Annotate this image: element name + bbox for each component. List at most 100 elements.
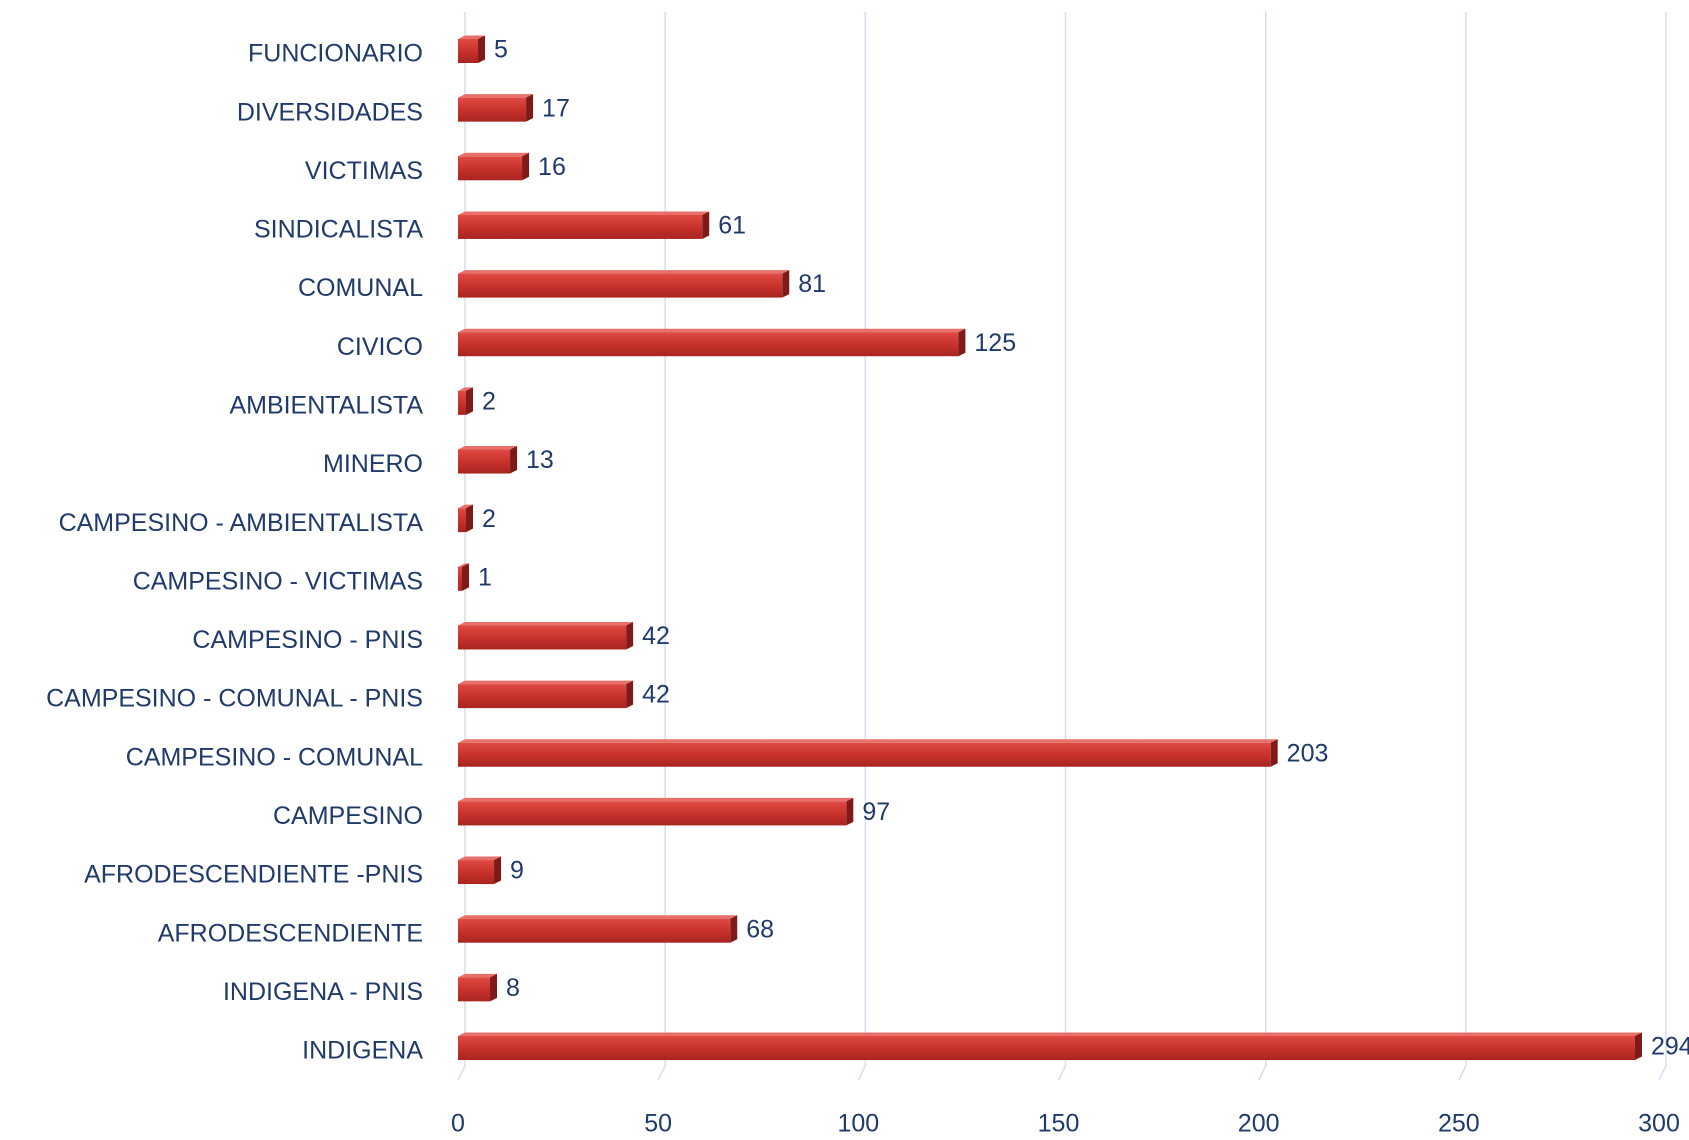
- bar-face: [458, 860, 495, 885]
- x-tick-label: 100: [837, 1110, 879, 1138]
- bar-face: [458, 563, 470, 567]
- bar: [458, 387, 474, 415]
- bar-face: [730, 915, 738, 943]
- x-tick-label: 150: [1038, 1110, 1080, 1138]
- bar-face: [958, 328, 966, 357]
- bar: [458, 446, 518, 474]
- bar-face: [458, 211, 710, 215]
- bar-face: [1270, 739, 1278, 767]
- bar-face: [458, 328, 966, 333]
- value-label: 9: [510, 857, 524, 885]
- bar-face: [458, 94, 534, 98]
- y-tick-label: CAMPESINO: [273, 802, 423, 830]
- y-tick-label: INDIGENA - PNIS: [223, 978, 423, 1006]
- x-tick-label: 300: [1638, 1110, 1680, 1138]
- bar-face: [458, 1032, 1642, 1036]
- grid-line: [1257, 12, 1267, 1081]
- bar-face: [626, 680, 634, 709]
- bar: [458, 856, 502, 885]
- bar-face: [626, 621, 634, 650]
- y-tick-label: INDIGENA: [302, 1037, 423, 1065]
- value-label: 97: [862, 798, 890, 826]
- y-tick-label: CAMPESINO - COMUNAL - PNIS: [46, 685, 423, 713]
- bar-face: [458, 918, 731, 943]
- bar: [458, 328, 966, 357]
- grid-line: [1458, 12, 1467, 1081]
- bar-face: [458, 684, 627, 709]
- bar-face: [458, 270, 790, 274]
- value-label: 42: [642, 622, 670, 650]
- bar: [458, 35, 486, 63]
- bar: [458, 973, 498, 1002]
- value-label: 5: [494, 36, 508, 64]
- value-label: 81: [798, 270, 826, 298]
- bar-face: [458, 680, 634, 685]
- value-label: 16: [538, 153, 566, 181]
- bar: [458, 915, 738, 943]
- y-tick-label: FUNCIONARIO: [248, 40, 423, 68]
- bar: [458, 621, 634, 650]
- bar-face: [458, 797, 854, 802]
- bar-face: [458, 39, 479, 63]
- y-tick-label: CAMPESINO - COMUNAL: [126, 743, 423, 771]
- bar-face: [458, 35, 486, 39]
- bar-face: [458, 508, 467, 533]
- y-tick-label: SINDICALISTA: [254, 216, 423, 244]
- value-label: 2: [482, 387, 496, 415]
- bar: [458, 739, 1278, 767]
- y-tick-label: CAMPESINO - VICTIMAS: [133, 567, 423, 595]
- value-label: 17: [542, 94, 570, 122]
- bar-face: [458, 152, 530, 157]
- bar: [458, 797, 854, 826]
- value-label: 8: [506, 974, 520, 1002]
- bar-face: [458, 387, 474, 391]
- grid-line: [857, 12, 867, 1081]
- bar-face: [458, 915, 738, 919]
- bar-face: [458, 856, 502, 861]
- bar-face: [458, 742, 1271, 767]
- y-tick-label: COMUNAL: [298, 274, 423, 302]
- bar-face: [458, 156, 523, 181]
- y-tick-label: MINERO: [323, 450, 423, 478]
- bar-face: [458, 332, 959, 357]
- x-tick-label: 0: [451, 1110, 465, 1138]
- value-label: 13: [526, 446, 554, 474]
- bar-face: [458, 1036, 1635, 1060]
- bar: [458, 270, 790, 298]
- y-tick-label: AFRODESCENDIENTE: [158, 919, 423, 947]
- bar: [458, 504, 474, 533]
- bar-face: [466, 387, 474, 415]
- bar-face: [458, 390, 467, 415]
- bar-face: [466, 504, 474, 533]
- bar-face: [458, 214, 703, 239]
- y-tick-label: CAMPESINO - PNIS: [192, 626, 423, 654]
- value-label: 294: [1651, 1033, 1689, 1061]
- x-tick-label: 50: [644, 1110, 672, 1138]
- grid-line: [457, 12, 466, 1081]
- bar-face: [522, 152, 530, 181]
- value-label: 42: [642, 681, 670, 709]
- x-tick-label: 200: [1238, 1110, 1280, 1138]
- grid-line: [657, 12, 666, 1081]
- bar: [458, 94, 534, 122]
- bar-face: [494, 856, 502, 885]
- y-tick-label: AMBIENTALISTA: [229, 391, 423, 419]
- value-label: 125: [974, 329, 1016, 357]
- bar-face: [458, 566, 463, 591]
- bar: [458, 563, 470, 591]
- value-label: 61: [718, 212, 746, 240]
- x-tick-label: 250: [1438, 1110, 1480, 1138]
- bar-face: [846, 797, 854, 826]
- bar-face: [458, 97, 527, 122]
- bar-face: [490, 973, 498, 1002]
- value-label: 203: [1287, 739, 1329, 767]
- y-tick-label: CIVICO: [337, 333, 423, 361]
- bar-face: [782, 270, 790, 298]
- bar-face: [458, 621, 634, 626]
- bar: [458, 211, 710, 239]
- bar-face: [1634, 1032, 1642, 1060]
- value-label: 2: [482, 505, 496, 533]
- y-tick-label: CAMPESINO - AMBIENTALISTA: [59, 509, 424, 537]
- bar-face: [458, 977, 491, 1002]
- bar-face: [702, 211, 710, 239]
